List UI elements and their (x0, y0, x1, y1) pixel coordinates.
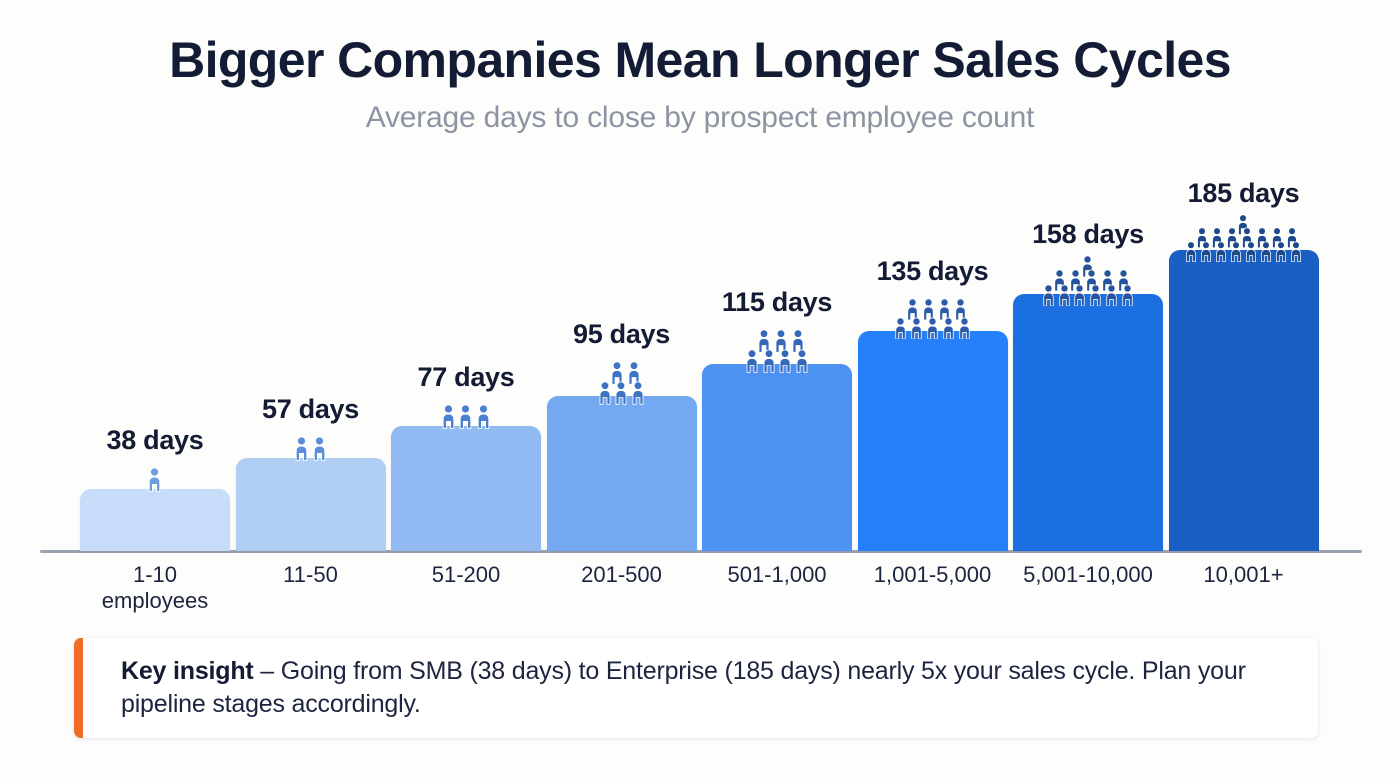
people-icon-group (142, 467, 168, 493)
person-icon (596, 381, 614, 405)
people-icon-group (1179, 214, 1307, 262)
person-icon (1040, 284, 1057, 307)
person-icon (1087, 284, 1104, 307)
x-axis-category-label: 1-10 employees (101, 562, 209, 613)
person-icon (1071, 284, 1088, 307)
person-icon (772, 329, 790, 354)
bar (1168, 250, 1319, 551)
person-icon (1183, 240, 1199, 262)
x-axis-category-label: 51-200 (431, 562, 501, 587)
x-axis-category-label: 10,001+ (1203, 562, 1284, 587)
bar-value-label: 57 days (262, 394, 359, 425)
people-icon-group (889, 298, 977, 340)
person-icon (1198, 240, 1214, 262)
people-icon-group (1036, 255, 1140, 307)
people-icon-group (739, 329, 815, 373)
key-insight-card: Key insight – Going from SMB (38 days) t… (74, 638, 1318, 738)
person-icon (936, 298, 953, 321)
bar-value-label: 38 days (106, 425, 204, 456)
x-axis-category-label: 11-50 (283, 562, 338, 587)
person-icon (920, 298, 937, 321)
bar (80, 489, 230, 551)
key-insight-body: – Going from SMB (38 days) to Enterprise… (121, 656, 1246, 718)
bar (857, 331, 1008, 551)
chart-header: Bigger Companies Mean Longer Sales Cycle… (0, 34, 1400, 135)
page-title: Bigger Companies Mean Longer Sales Cycle… (169, 32, 1231, 88)
person-icon (904, 298, 921, 321)
bar (391, 426, 541, 551)
bar (546, 396, 697, 551)
person-icon (439, 404, 458, 430)
people-icon-group (592, 361, 651, 405)
person-icon (608, 361, 626, 386)
person-icon (1115, 269, 1132, 292)
person-icon (940, 317, 957, 340)
x-axis-line (40, 550, 1362, 553)
person-icon (1288, 240, 1304, 262)
person-icon (952, 298, 969, 321)
person-icon (908, 317, 925, 340)
person-icon (1243, 240, 1259, 262)
bar (702, 364, 852, 551)
person-icon (776, 349, 794, 373)
person-icon (1228, 240, 1244, 262)
person-icon (1099, 269, 1116, 292)
person-icon (629, 381, 647, 405)
person-icon (1103, 284, 1120, 307)
people-icon-group (289, 436, 333, 462)
bar-value-label: 185 days (1187, 177, 1300, 208)
person-icon (456, 404, 475, 430)
accent-bar (74, 638, 83, 738)
bar-value-label: 77 days (417, 362, 515, 393)
person-icon (1273, 240, 1289, 262)
person-icon (145, 467, 164, 493)
person-icon (743, 349, 761, 373)
x-axis-category-label: 1,001-5,000 (873, 562, 992, 587)
x-axis-category-label: 201-500 (581, 562, 662, 587)
bar-value-label: 115 days (721, 287, 833, 318)
person-icon (310, 436, 329, 462)
person-icon (1079, 255, 1096, 278)
person-icon (1224, 227, 1240, 249)
page-subtitle: Average days to close by prospect employ… (365, 101, 1035, 134)
bar-value-label: 95 days (573, 319, 670, 350)
key-insight-label: Key insight (121, 656, 254, 685)
x-axis-category-label: 501-1,000 (727, 562, 827, 587)
person-icon (1056, 284, 1073, 307)
person-icon (956, 317, 973, 340)
bar-value-label: 135 days (876, 256, 989, 287)
key-insight-text: Key insight – Going from SMB (38 days) t… (74, 655, 1318, 722)
person-icon (625, 361, 643, 386)
person-icon (1258, 240, 1274, 262)
person-icon (1119, 284, 1136, 307)
person-icon (612, 381, 630, 405)
bar (1013, 294, 1163, 551)
bar (235, 458, 386, 551)
person-icon (760, 349, 778, 373)
person-icon (755, 329, 773, 354)
x-axis-category-label: 5,001-10,000 (1023, 562, 1153, 587)
person-icon (474, 404, 493, 430)
person-icon (789, 329, 807, 354)
person-icon (793, 349, 811, 373)
person-icon (292, 436, 311, 462)
bar-chart: 38 days 1-10 employees 57 days 11-50 77 days… (40, 177, 1362, 613)
person-icon (924, 317, 941, 340)
person-icon (892, 317, 909, 340)
person-icon (1213, 240, 1229, 262)
bar-value-label: 158 days (1032, 219, 1144, 250)
people-icon-group (435, 404, 497, 430)
